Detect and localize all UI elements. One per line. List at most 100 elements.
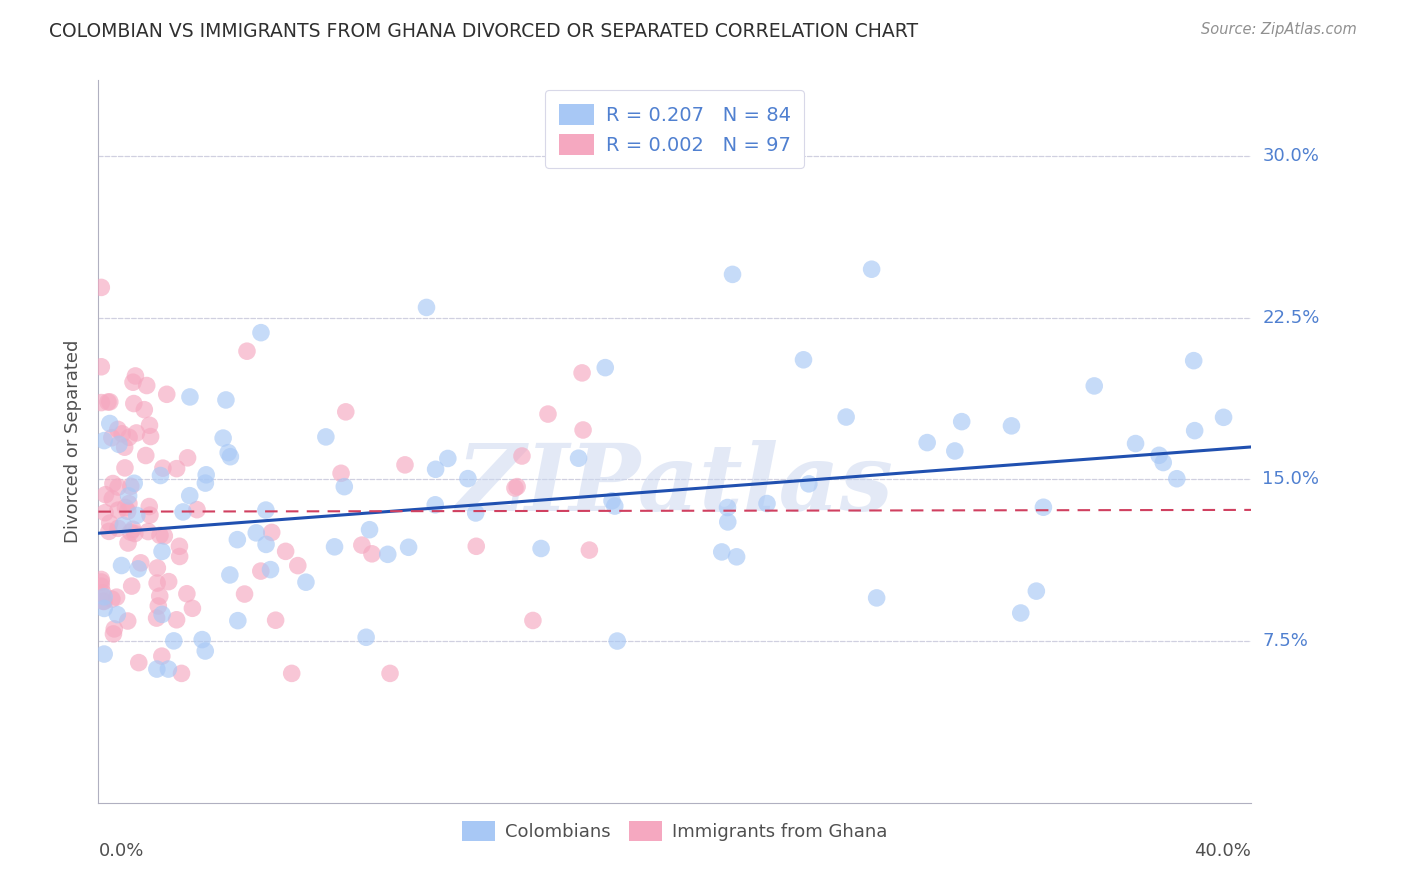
Point bbox=[146, 662, 169, 676]
Text: 15.0%: 15.0% bbox=[1263, 470, 1319, 488]
Y-axis label: Divorced or Separated: Divorced or Separated bbox=[63, 340, 82, 543]
Point bbox=[122, 396, 145, 410]
Point bbox=[359, 523, 381, 537]
Point bbox=[254, 537, 277, 551]
Point bbox=[166, 613, 188, 627]
Text: 7.5%: 7.5% bbox=[1263, 632, 1309, 650]
Point bbox=[603, 499, 626, 513]
Point bbox=[169, 539, 191, 553]
Point bbox=[792, 352, 814, 367]
Point bbox=[166, 461, 188, 475]
Point bbox=[110, 558, 132, 573]
Point bbox=[176, 587, 198, 601]
Point bbox=[152, 461, 174, 475]
Point bbox=[1025, 584, 1047, 599]
Point bbox=[797, 476, 820, 491]
Text: ZIPatlas: ZIPatlas bbox=[457, 440, 893, 530]
Point bbox=[93, 590, 115, 604]
Point bbox=[101, 476, 124, 491]
Point bbox=[149, 468, 172, 483]
Point bbox=[90, 574, 112, 589]
Point bbox=[111, 426, 134, 441]
Point bbox=[153, 529, 176, 543]
Point bbox=[118, 430, 141, 444]
Point bbox=[101, 491, 124, 506]
Point bbox=[437, 451, 460, 466]
Point bbox=[118, 497, 141, 511]
Text: 30.0%: 30.0% bbox=[1263, 147, 1319, 165]
Point bbox=[124, 526, 146, 541]
Point bbox=[425, 498, 447, 512]
Point bbox=[260, 525, 283, 540]
Point bbox=[606, 634, 628, 648]
Point bbox=[148, 599, 170, 613]
Point bbox=[129, 556, 152, 570]
Point bbox=[149, 528, 172, 542]
Point bbox=[721, 268, 744, 282]
Point bbox=[464, 506, 486, 520]
Point bbox=[91, 586, 114, 600]
Point bbox=[350, 538, 373, 552]
Point bbox=[335, 405, 357, 419]
Point bbox=[1184, 424, 1206, 438]
Point bbox=[139, 429, 162, 443]
Point bbox=[1182, 353, 1205, 368]
Point bbox=[150, 649, 173, 664]
Point bbox=[378, 666, 401, 681]
Point bbox=[567, 451, 589, 466]
Point bbox=[91, 594, 114, 608]
Point bbox=[124, 368, 146, 383]
Point bbox=[1152, 456, 1174, 470]
Point bbox=[135, 449, 157, 463]
Point bbox=[333, 480, 356, 494]
Point bbox=[249, 564, 271, 578]
Point bbox=[125, 425, 148, 440]
Point bbox=[226, 614, 249, 628]
Point bbox=[194, 476, 217, 491]
Point bbox=[1166, 472, 1188, 486]
Point bbox=[103, 627, 125, 641]
Point bbox=[191, 632, 214, 647]
Point bbox=[323, 540, 346, 554]
Point bbox=[117, 536, 139, 550]
Point bbox=[377, 547, 399, 561]
Point bbox=[93, 647, 115, 661]
Point bbox=[572, 423, 595, 437]
Point bbox=[97, 524, 120, 539]
Point bbox=[135, 378, 157, 392]
Point bbox=[97, 395, 120, 409]
Point bbox=[415, 301, 437, 315]
Point bbox=[145, 611, 167, 625]
Point bbox=[150, 544, 173, 558]
Text: 22.5%: 22.5% bbox=[1263, 309, 1320, 326]
Point bbox=[176, 450, 198, 465]
Point bbox=[503, 481, 526, 495]
Point bbox=[93, 601, 115, 615]
Point bbox=[150, 607, 173, 622]
Point bbox=[578, 543, 600, 558]
Point bbox=[107, 422, 129, 436]
Point bbox=[1212, 410, 1234, 425]
Point bbox=[138, 418, 160, 433]
Text: Source: ZipAtlas.com: Source: ZipAtlas.com bbox=[1201, 22, 1357, 37]
Point bbox=[506, 480, 529, 494]
Point bbox=[1083, 379, 1105, 393]
Point bbox=[120, 479, 142, 493]
Point bbox=[1032, 500, 1054, 515]
Point bbox=[245, 525, 267, 540]
Point bbox=[90, 573, 112, 587]
Point bbox=[943, 444, 966, 458]
Point bbox=[530, 541, 553, 556]
Point bbox=[93, 594, 115, 608]
Point bbox=[226, 533, 249, 547]
Point bbox=[114, 461, 136, 475]
Point bbox=[250, 326, 273, 340]
Point bbox=[710, 545, 733, 559]
Point bbox=[295, 575, 318, 590]
Point bbox=[274, 544, 297, 558]
Point bbox=[361, 547, 384, 561]
Point bbox=[172, 505, 194, 519]
Legend: Colombians, Immigrants from Ghana: Colombians, Immigrants from Ghana bbox=[454, 814, 896, 848]
Point bbox=[136, 524, 159, 539]
Point bbox=[330, 467, 353, 481]
